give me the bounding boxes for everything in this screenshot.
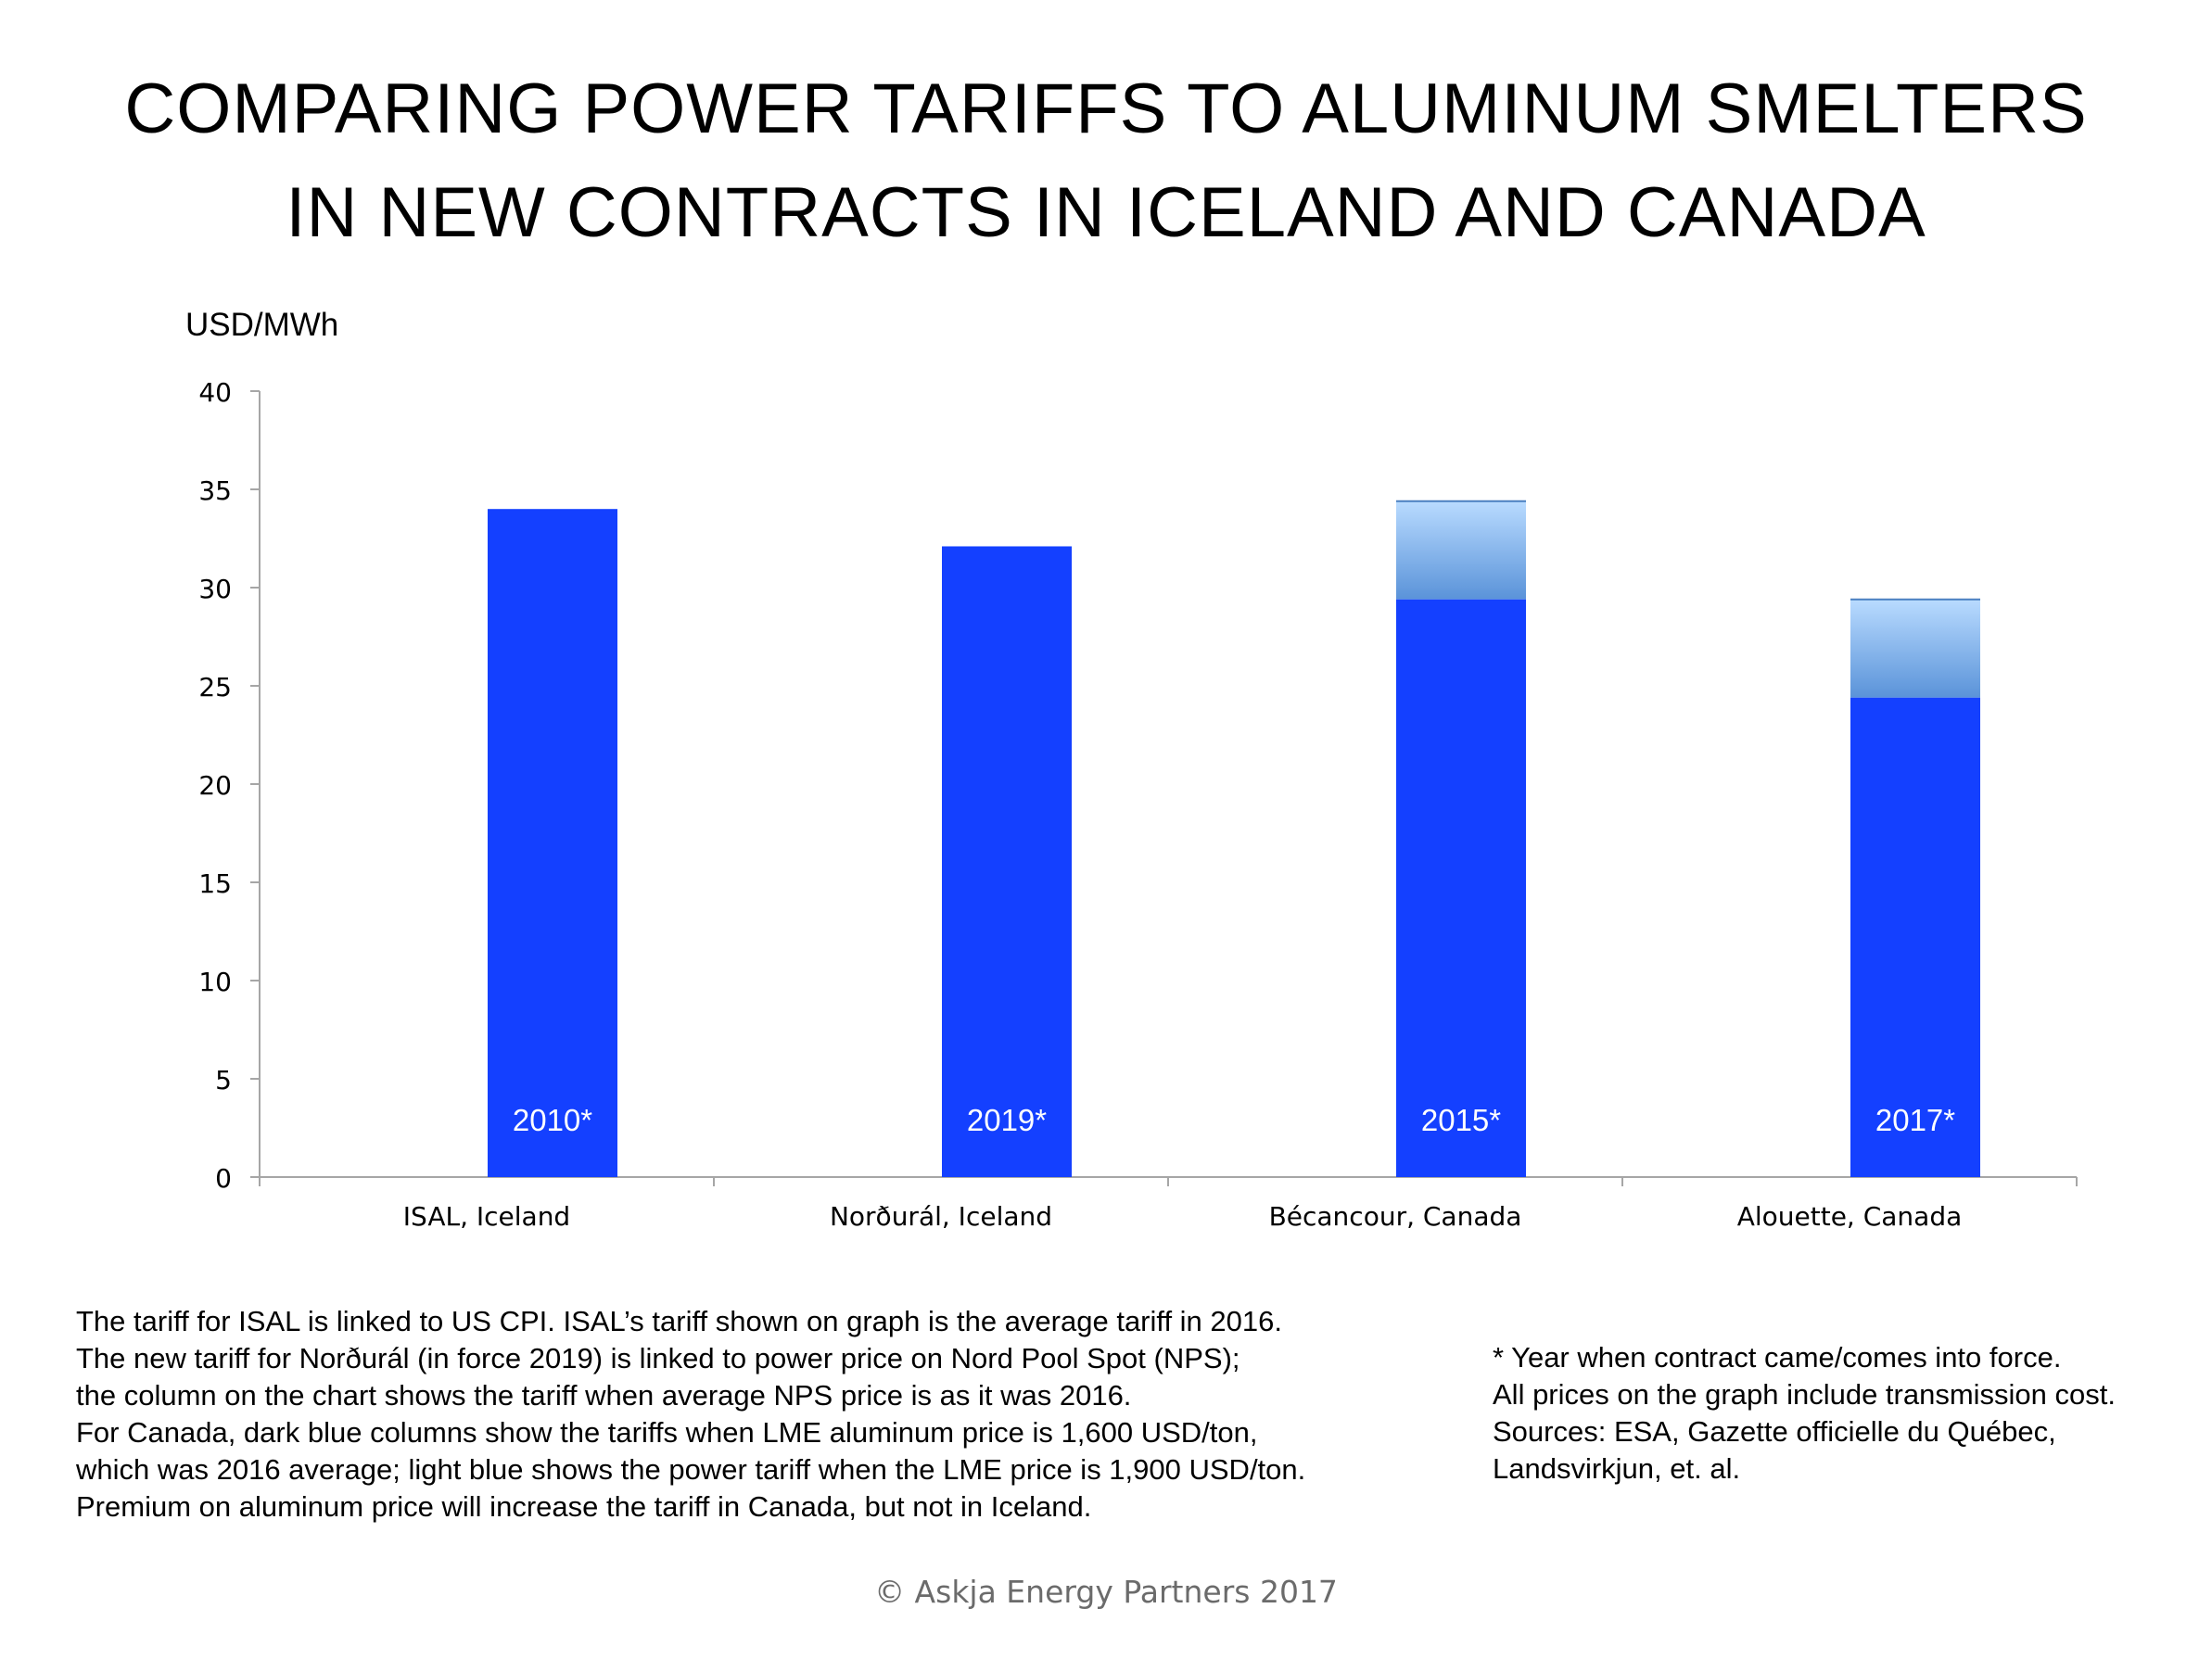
chart-labels: 2010* ISAL, Iceland 2019* Norðurál, Iceland… [403, 1103, 1963, 1232]
y-tick-label: 5 [215, 1065, 232, 1095]
bar-segment-dark [1850, 697, 1980, 1177]
note-left-line: which was 2016 average; light blue shows… [76, 1453, 1306, 1486]
copyright: © Askja Energy Partners 2017 [874, 1574, 1338, 1610]
notes-right: * Year when contract came/comes into for… [1493, 1339, 2197, 1488]
title-line-1: COMPARING POWER TARIFFS TO ALUMINUM SMEL… [124, 70, 2088, 148]
x-category-label: ISAL, Iceland [403, 1201, 570, 1232]
y-tick-label: 20 [198, 770, 232, 801]
bar-chart: USD/MWh 0 5 10 15 20 25 30 35 40 2010* ISAL, Icel… [185, 307, 2078, 1232]
y-tick-label: 40 [198, 377, 232, 408]
bar-segment-light [1850, 599, 1980, 698]
page-title: COMPARING POWER TARIFFS TO ALUMINUM SMEL… [0, 57, 2212, 265]
y-tick-label: 35 [198, 475, 232, 506]
note-right-line: All prices on the graph include transmis… [1493, 1378, 2116, 1411]
title-line-2: IN NEW CONTRACTS IN ICELAND AND CANADA [286, 173, 1926, 252]
x-category-label: Bécancour, Canada [1269, 1201, 1522, 1232]
y-tick-label: 15 [198, 868, 232, 899]
bar-segment-dark [1396, 599, 1526, 1177]
x-category-label: Norðurál, Iceland [830, 1201, 1052, 1232]
chart-bars [488, 500, 1980, 1177]
bar-year-label: 2019* [967, 1103, 1047, 1137]
bar-year-label: 2010* [513, 1103, 592, 1137]
chart-axes: 0 5 10 15 20 25 30 35 40 [198, 377, 2078, 1194]
note-left-line: Premium on aluminum price will increase … [76, 1490, 1092, 1523]
x-category-label: Alouette, Canada [1737, 1201, 1963, 1232]
note-right-line: Landsvirkjun, et. al. [1493, 1452, 1741, 1485]
y-tick-label: 30 [198, 574, 232, 604]
y-tick-label: 0 [215, 1163, 232, 1194]
bar-year-label: 2017* [1875, 1103, 1955, 1137]
y-axis-label: USD/MWh [185, 307, 338, 343]
bar-year-label: 2015* [1421, 1103, 1501, 1137]
note-right-line: * Year when contract came/comes into for… [1493, 1341, 2062, 1374]
y-tick-label: 25 [198, 672, 232, 703]
y-tick-label: 10 [198, 967, 232, 997]
bar-segment-dark [488, 509, 617, 1177]
note-left-line: For Canada, dark blue columns show the t… [76, 1416, 1258, 1449]
note-left-line: The new tariff for Norðurál (in force 20… [76, 1342, 1240, 1374]
notes-left: The tariff for ISAL is linked to US CPI.… [76, 1303, 1522, 1526]
note-right-line: Sources: ESA, Gazette officielle du Québ… [1493, 1415, 2056, 1448]
bar-segment-dark [942, 546, 1072, 1177]
note-left-line: the column on the chart shows the tariff… [76, 1379, 1132, 1412]
bar-segment-light [1396, 500, 1526, 600]
note-left-line: The tariff for ISAL is linked to US CPI.… [76, 1305, 1282, 1337]
